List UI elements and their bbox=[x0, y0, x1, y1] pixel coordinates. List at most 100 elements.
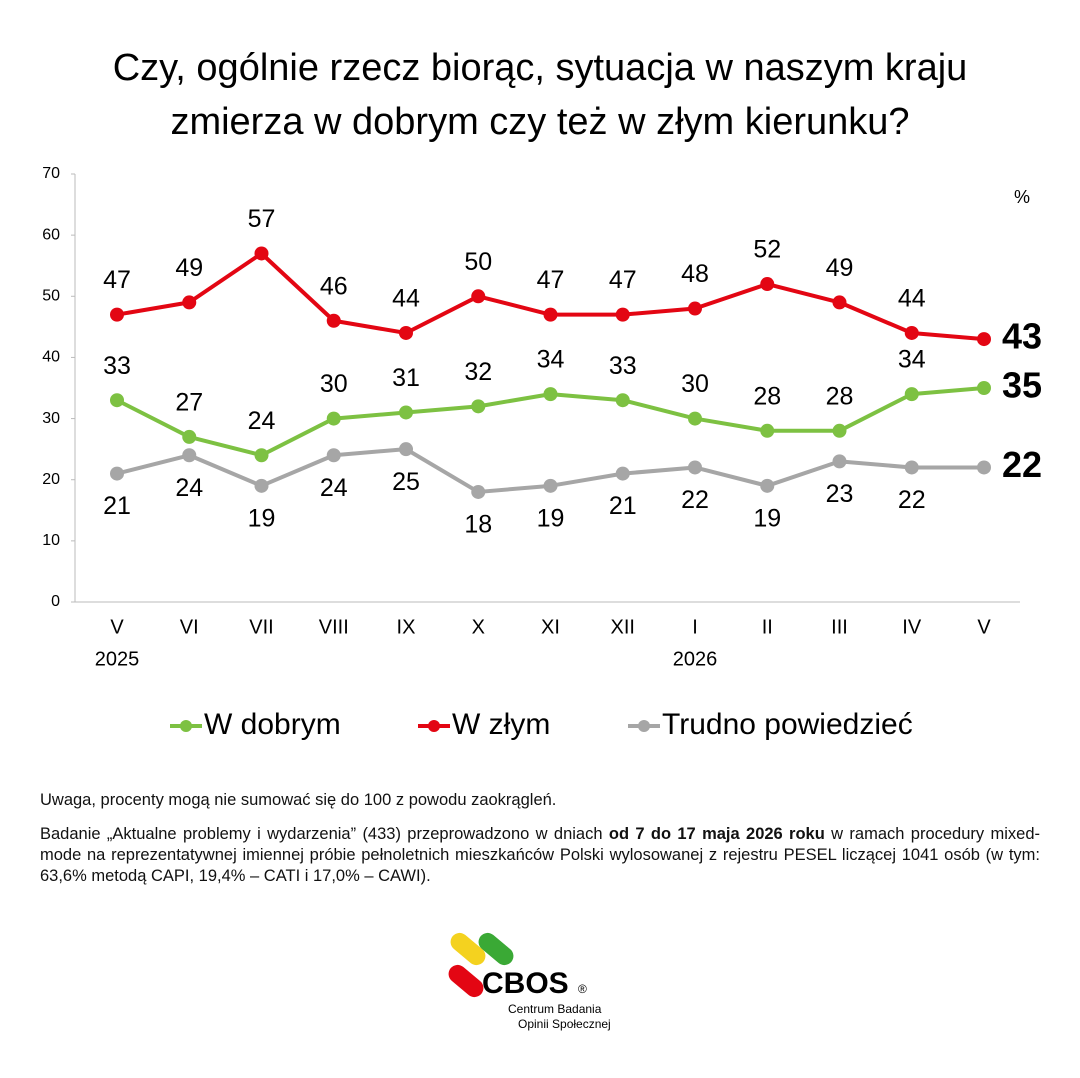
value-label-last: 22 bbox=[1002, 444, 1042, 485]
value-label: 52 bbox=[753, 236, 781, 264]
point bbox=[904, 460, 919, 475]
point bbox=[615, 466, 630, 481]
value-label: 34 bbox=[537, 346, 565, 374]
point bbox=[326, 411, 341, 426]
x-tick-label: XII bbox=[611, 616, 635, 638]
point bbox=[110, 393, 124, 408]
method-text: w ramach procedury mixed-mode na repreze… bbox=[40, 825, 1041, 885]
value-label: 22 bbox=[681, 486, 709, 514]
point bbox=[760, 277, 775, 292]
method-note: Badanie „Aktualne problemy i wydarzenia”… bbox=[40, 824, 1040, 887]
y-tick-label: 40 bbox=[42, 349, 60, 366]
unit-label: % bbox=[1014, 187, 1030, 207]
value-label: 33 bbox=[103, 352, 131, 380]
point bbox=[977, 381, 991, 395]
legend-label: W dobrym bbox=[204, 708, 341, 741]
value-label: 28 bbox=[753, 382, 781, 410]
logo-shape bbox=[450, 932, 486, 966]
logo-name: CBOS bbox=[482, 967, 569, 1000]
value-label: 19 bbox=[248, 504, 276, 532]
value-label: 46 bbox=[320, 272, 348, 300]
value-label: 44 bbox=[392, 285, 420, 313]
value-label: 21 bbox=[103, 492, 131, 520]
value-label: 34 bbox=[898, 346, 926, 374]
point bbox=[688, 411, 702, 426]
point bbox=[254, 246, 269, 261]
value-label: 24 bbox=[320, 474, 348, 502]
x-tick-label: III bbox=[831, 616, 848, 638]
value-label-last: 35 bbox=[1002, 365, 1042, 406]
value-label: 50 bbox=[464, 248, 492, 276]
point bbox=[832, 295, 847, 310]
point bbox=[399, 442, 413, 457]
logo-text: Opinii Społecznej bbox=[518, 1017, 611, 1031]
value-label: 48 bbox=[681, 260, 709, 288]
point bbox=[760, 423, 775, 438]
value-label: 33 bbox=[609, 352, 637, 380]
point bbox=[832, 423, 847, 438]
value-label: 22 bbox=[898, 486, 926, 514]
point bbox=[182, 429, 197, 444]
point bbox=[471, 399, 486, 414]
value-label: 30 bbox=[320, 370, 348, 398]
chart-title: Czy, ogólnie rzecz biorąc, sytuacja w na… bbox=[113, 47, 968, 89]
y-tick-label: 70 bbox=[42, 165, 60, 182]
value-label: 25 bbox=[392, 468, 420, 496]
x-tick-label: XI bbox=[541, 616, 560, 638]
y-tick-label: 0 bbox=[51, 593, 60, 610]
point bbox=[254, 448, 269, 463]
point bbox=[326, 448, 341, 463]
legend-marker bbox=[428, 720, 440, 732]
y-tick-label: 60 bbox=[42, 226, 60, 243]
point bbox=[471, 289, 486, 304]
point bbox=[471, 484, 486, 499]
legend-label: Trudno powiedzieć bbox=[662, 708, 913, 741]
point bbox=[977, 332, 991, 347]
logo-mark: ® bbox=[578, 982, 587, 996]
point bbox=[182, 448, 197, 463]
point bbox=[832, 454, 847, 469]
point bbox=[326, 313, 341, 328]
value-label: 49 bbox=[175, 254, 203, 282]
value-label: 18 bbox=[464, 511, 492, 539]
value-label: 28 bbox=[826, 382, 854, 410]
caveat: Uwaga, procenty mogą nie sumować się do … bbox=[40, 791, 557, 809]
value-label: 24 bbox=[248, 407, 276, 435]
value-label: 19 bbox=[537, 504, 565, 532]
year-label: 2025 bbox=[95, 648, 140, 670]
x-tick-label: II bbox=[762, 616, 773, 638]
logo: CBOS ® Centrum Badania Opinii Społecznej bbox=[448, 932, 611, 1031]
y-tick-label: 20 bbox=[42, 471, 60, 488]
point bbox=[182, 295, 197, 310]
logo-shape bbox=[478, 932, 514, 966]
y-tick-label: 30 bbox=[42, 410, 60, 427]
logo-text: Centrum Badania bbox=[508, 1002, 602, 1016]
point bbox=[904, 325, 919, 340]
point bbox=[543, 307, 558, 322]
legend-marker bbox=[180, 720, 192, 732]
point bbox=[543, 478, 558, 493]
value-label-last: 43 bbox=[1002, 316, 1042, 357]
value-label: 21 bbox=[609, 492, 637, 520]
point bbox=[977, 460, 991, 475]
y-tick-label: 50 bbox=[42, 288, 60, 305]
x-tick-label: IX bbox=[397, 616, 416, 638]
x-tick-label: VII bbox=[249, 616, 273, 638]
year-label: 2026 bbox=[673, 648, 718, 670]
x-tick-label: VIII bbox=[319, 616, 349, 638]
point bbox=[688, 460, 702, 475]
value-label: 47 bbox=[537, 266, 565, 294]
method-dates: od 7 do 17 maja 2026 roku bbox=[608, 825, 825, 843]
point bbox=[615, 307, 630, 322]
point bbox=[110, 307, 124, 322]
x-tick-label: X bbox=[472, 616, 485, 638]
value-label: 32 bbox=[464, 358, 492, 386]
point bbox=[760, 478, 775, 493]
value-label: 57 bbox=[248, 205, 276, 233]
legend-marker bbox=[638, 720, 650, 732]
point bbox=[615, 393, 630, 408]
point bbox=[543, 387, 558, 402]
value-label: 31 bbox=[392, 364, 420, 392]
point bbox=[904, 387, 919, 402]
